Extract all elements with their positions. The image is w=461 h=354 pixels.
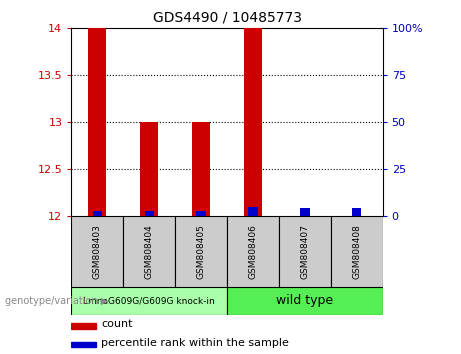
Bar — [352, 209, 361, 216]
Bar — [71, 287, 227, 315]
Bar — [196, 211, 206, 216]
Bar — [192, 122, 210, 216]
Text: GSM808403: GSM808403 — [93, 224, 102, 279]
Bar — [248, 207, 258, 216]
Text: GSM808406: GSM808406 — [248, 224, 258, 279]
Bar — [244, 28, 262, 216]
Bar — [71, 324, 96, 329]
Text: count: count — [101, 319, 132, 329]
Text: GSM808408: GSM808408 — [352, 224, 361, 279]
Bar — [300, 209, 309, 216]
Text: GSM808407: GSM808407 — [300, 224, 309, 279]
Text: genotype/variation ▶: genotype/variation ▶ — [5, 296, 108, 306]
Bar — [175, 216, 227, 287]
Bar — [93, 211, 102, 216]
Bar — [124, 216, 175, 287]
Bar — [331, 216, 383, 287]
Bar — [71, 342, 96, 347]
Text: LmnaG609G/G609G knock-in: LmnaG609G/G609G knock-in — [83, 296, 215, 306]
Bar — [227, 287, 383, 315]
Bar — [279, 216, 331, 287]
Text: percentile rank within the sample: percentile rank within the sample — [101, 338, 289, 348]
Text: wild type: wild type — [276, 295, 333, 307]
Bar — [71, 216, 124, 287]
Title: GDS4490 / 10485773: GDS4490 / 10485773 — [153, 10, 301, 24]
Text: GSM808405: GSM808405 — [196, 224, 206, 279]
Bar — [140, 122, 158, 216]
Text: GSM808404: GSM808404 — [145, 224, 154, 279]
Bar — [145, 211, 154, 216]
Bar — [89, 28, 106, 216]
Bar — [227, 216, 279, 287]
